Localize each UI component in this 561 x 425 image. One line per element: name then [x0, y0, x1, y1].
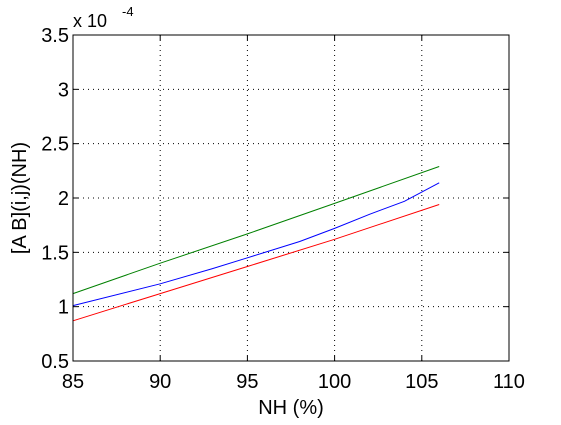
- ticks: [72, 34, 510, 362]
- y-tick-label: 1.5: [41, 242, 69, 264]
- tick-labels: 85 90 95 100 105 110 0.5 1 1.5 2 2.5 3 3.5: [41, 25, 525, 393]
- x-tick-label: 95: [236, 371, 258, 393]
- x-tick-label: 110: [493, 371, 525, 393]
- y-multiplier-exponent: -4: [122, 4, 134, 19]
- y-tick-label: 3.5: [41, 25, 69, 47]
- plot-area: [73, 35, 509, 361]
- x-tick-label: 85: [62, 371, 84, 393]
- y-tick-label: 1: [58, 297, 69, 319]
- series-group: [72, 166, 440, 322]
- x-tick-label: 105: [405, 371, 438, 393]
- series-line-3: [72, 204, 440, 322]
- y-tick-label: 3: [58, 79, 69, 101]
- y-axis-label: [A B](i,j)(NH): [9, 142, 31, 254]
- x-axis-label: NH (%): [258, 397, 324, 419]
- y-multiplier-base: x 10: [73, 11, 107, 31]
- y-tick-label: 2.5: [41, 134, 69, 156]
- y-tick-label: 0.5: [41, 351, 69, 373]
- y-tick-label: 2: [58, 188, 69, 210]
- x-tick-label: 90: [149, 371, 171, 393]
- series-line-2: [72, 182, 440, 307]
- series-line-1: [72, 166, 440, 295]
- x-tick-label: 100: [318, 371, 351, 393]
